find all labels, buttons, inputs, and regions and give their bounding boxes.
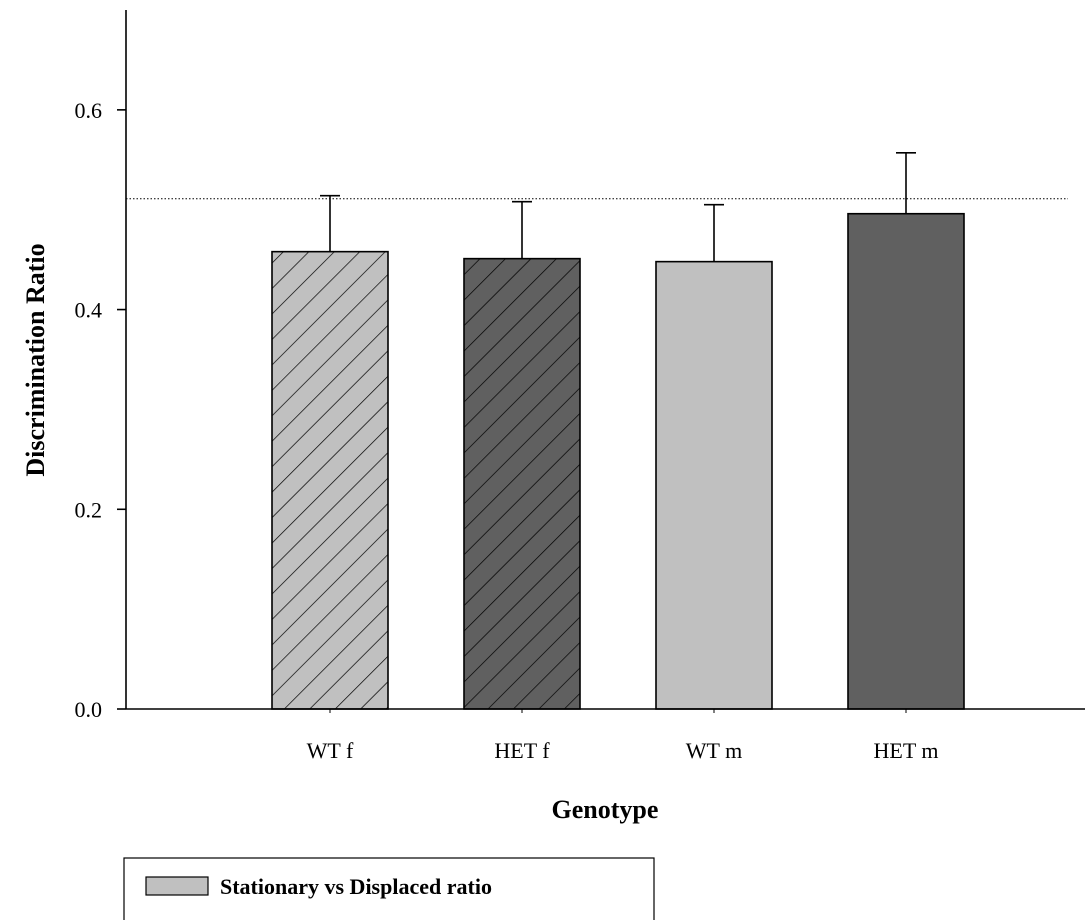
x-tick-label: HET m: [874, 738, 939, 763]
legend-box: [123, 857, 655, 920]
bar-hatch: [464, 258, 580, 709]
bar-het-m: [848, 213, 964, 710]
bar-wt-m: [656, 261, 772, 709]
bar-hatch: [272, 251, 388, 709]
x-tick-label: HET f: [494, 738, 550, 763]
y-tick-label: 0.0: [75, 697, 103, 722]
y-tick-label: 0.6: [75, 98, 103, 123]
y-axis-title: Discrimination Ratio: [21, 243, 50, 476]
x-tick-label: WT m: [686, 738, 742, 763]
y-tick-label: 0.2: [75, 497, 103, 522]
x-axis-title: Genotype: [552, 795, 659, 824]
x-tick-label: WT f: [307, 738, 354, 763]
legend-swatch: [145, 876, 209, 896]
legend: Stationary vs Displaced ratio: [123, 857, 655, 920]
y-tick-label: 0.4: [75, 298, 103, 323]
legend-label: Stationary vs Displaced ratio: [220, 874, 492, 899]
